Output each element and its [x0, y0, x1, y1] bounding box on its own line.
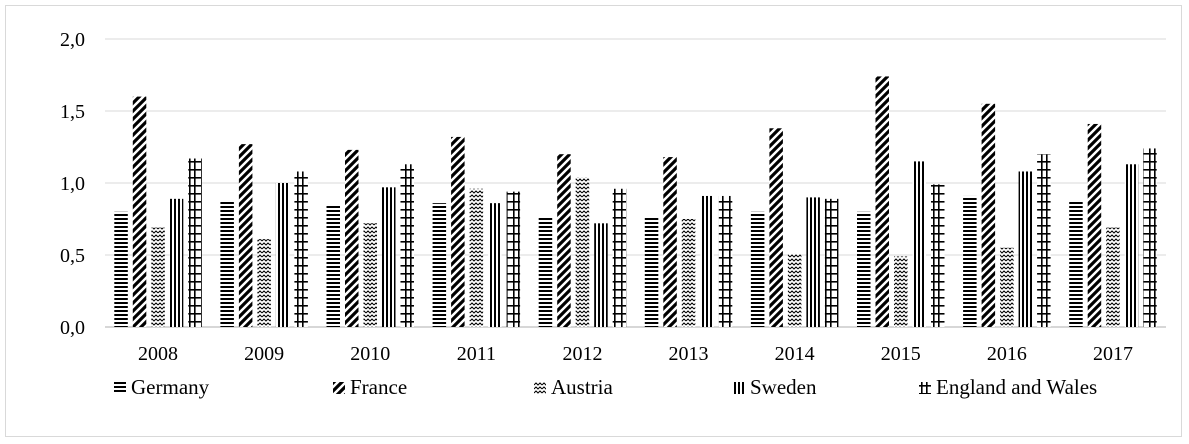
bar-france-2012	[557, 154, 571, 327]
bar-austria-2015	[894, 256, 908, 327]
bar-germany-2012	[538, 217, 553, 327]
bar-france-2013	[663, 157, 677, 327]
bar-austria-2010	[363, 223, 377, 327]
y-tick-label: 0,5	[60, 245, 85, 267]
x-tick-label: 2015	[881, 343, 921, 365]
bar-germany-2015	[857, 211, 871, 327]
y-tick-label: 0,0	[60, 317, 85, 339]
x-axis: 2008 2009 2010 2011 2012 2013 2014 2015 2016 2017	[138, 343, 1133, 365]
bar-england-and-wales-2014	[824, 198, 839, 327]
legend-swatch-germany	[114, 382, 126, 394]
bar-sweden-2012	[594, 223, 608, 327]
bar-austria-2008	[151, 227, 165, 327]
bar-england-and-wales-2012	[612, 188, 627, 327]
bar-austria-2013	[681, 219, 696, 327]
legend-swatch-france	[333, 382, 345, 394]
x-tick-label: 2017	[1093, 343, 1133, 365]
bar-germany-2011	[432, 203, 447, 327]
bar-sweden-2010	[382, 187, 396, 327]
bar-france-2017	[1087, 123, 1102, 328]
bar-germany-2008	[114, 211, 128, 327]
bar-england-and-wales-2013	[718, 195, 733, 327]
legend-swatch-austria	[534, 382, 546, 394]
bar-england-and-wales-2009	[294, 171, 308, 327]
bar-france-2009	[238, 144, 253, 327]
bar-sweden-2008	[169, 198, 184, 327]
bar-england-and-wales-2016	[1037, 154, 1051, 327]
bar-sweden-2014	[806, 197, 820, 327]
legend-swatch-sweden	[733, 382, 745, 394]
bar-france-2016	[981, 103, 996, 327]
bar-austria-2012	[575, 177, 590, 327]
bar-sweden-2016	[1018, 171, 1033, 327]
bar-austria-2014	[787, 253, 802, 327]
bar-austria-2016	[1000, 247, 1014, 327]
bar-germany-2013	[644, 217, 659, 327]
bar-austria-2009	[257, 239, 271, 327]
bar-germany-2009	[220, 200, 234, 327]
bar-austria-2011	[469, 188, 484, 327]
bar-france-2011	[451, 136, 465, 327]
y-tick-label: 2,0	[60, 29, 85, 51]
bar-austria-2017	[1106, 227, 1120, 327]
x-tick-label: 2011	[457, 343, 496, 365]
bar-chart: 0,0 0,5 1,0 1,5 2,0 2008 2009 2010 2011 2012 2013…	[60, 29, 1166, 399]
x-tick-label: 2008	[138, 343, 178, 365]
bar-germany-2016	[963, 195, 977, 327]
x-tick-label: 2009	[244, 343, 284, 365]
x-tick-label: 2016	[987, 343, 1027, 365]
bar-sweden-2009	[275, 183, 290, 327]
bars	[114, 76, 1157, 328]
legend-swatch-england-and-wales	[919, 382, 931, 394]
x-tick-label: 2012	[562, 343, 602, 365]
legend-label: Austria	[551, 375, 614, 399]
bar-england-and-wales-2008	[188, 158, 202, 327]
bar-france-2015	[875, 76, 889, 327]
bar-france-2008	[132, 96, 147, 327]
y-tick-label: 1,0	[60, 173, 85, 195]
bar-england-and-wales-2015	[931, 184, 945, 327]
legend-label: France	[350, 375, 407, 399]
bar-germany-2010	[326, 204, 340, 327]
bar-england-and-wales-2017	[1143, 148, 1157, 327]
legend-label: Sweden	[750, 375, 817, 399]
x-tick-label: 2013	[669, 343, 709, 365]
x-tick-label: 2010	[350, 343, 390, 365]
bar-france-2010	[345, 149, 359, 327]
y-tick-label: 1,5	[60, 101, 85, 123]
bar-sweden-2017	[1124, 164, 1139, 327]
x-tick-label: 2014	[775, 343, 815, 365]
bar-france-2014	[769, 128, 783, 327]
legend: Germany France Austria Sweden England and Wa…	[114, 375, 1097, 399]
bar-england-and-wales-2011	[506, 191, 521, 327]
bar-sweden-2013	[700, 195, 714, 327]
bar-germany-2017	[1069, 200, 1083, 327]
bar-sweden-2015	[912, 161, 926, 327]
y-axis: 0,0 0,5 1,0 1,5 2,0	[60, 29, 85, 339]
bar-england-and-wales-2010	[400, 164, 414, 327]
legend-label: Germany	[131, 375, 210, 399]
chart-frame: 0,0 0,5 1,0 1,5 2,0 2008 2009 2010 2011 2012 2013…	[5, 5, 1182, 437]
bar-sweden-2011	[488, 203, 502, 327]
legend-label: England and Wales	[936, 375, 1097, 399]
bar-germany-2014	[750, 211, 765, 327]
